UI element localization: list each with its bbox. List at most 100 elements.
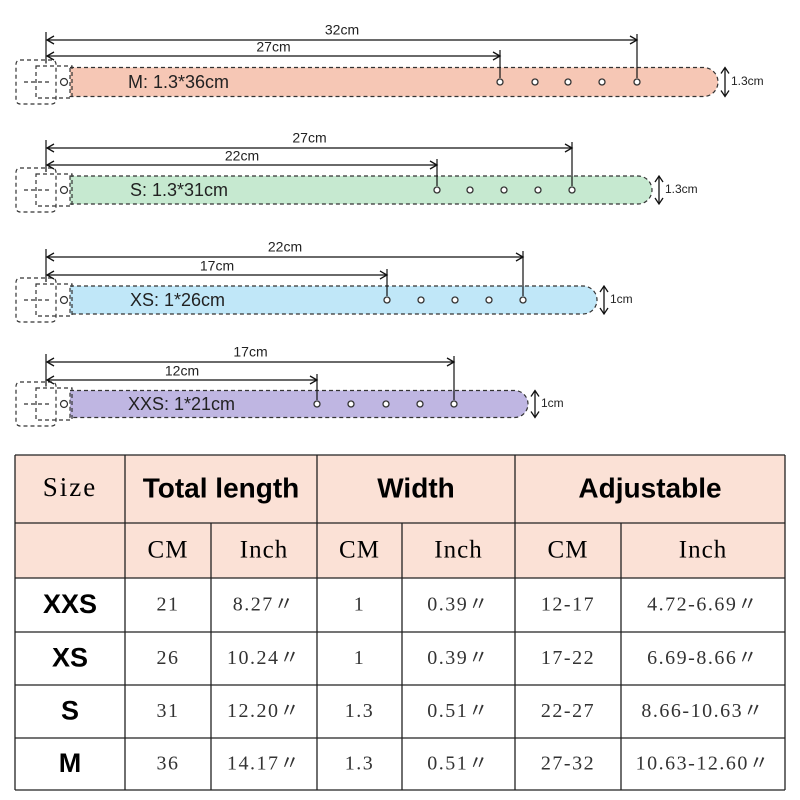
table-cell: 10.24〃 bbox=[227, 647, 301, 669]
belt-hole bbox=[347, 400, 355, 408]
dim-outer-label: 17cm bbox=[233, 344, 267, 360]
table-subheader: Inch bbox=[434, 537, 482, 564]
belt-hole bbox=[496, 78, 504, 86]
dim-inner-head bbox=[45, 51, 55, 61]
table-header: Size bbox=[43, 472, 98, 502]
belt bbox=[69, 285, 598, 315]
belt-label: M: 1.3*36cm bbox=[128, 72, 229, 92]
buckle-inner bbox=[35, 283, 73, 317]
belt-hole bbox=[383, 296, 391, 304]
belt-hole bbox=[633, 78, 641, 86]
table-subheader: CM bbox=[148, 537, 189, 564]
belt-hole bbox=[519, 296, 527, 304]
table-size: S bbox=[61, 696, 79, 726]
dim-outer-head bbox=[45, 252, 55, 262]
dim-outer-head bbox=[515, 252, 525, 262]
buckle-hole bbox=[59, 295, 69, 305]
belt-label: XS: 1*26cm bbox=[130, 290, 225, 310]
table-cell: 12.20〃 bbox=[227, 700, 301, 722]
table-cell: 36 bbox=[157, 753, 180, 775]
dim-inner-label: 27cm bbox=[256, 39, 290, 55]
belt-label: S: 1.3*31cm bbox=[130, 180, 228, 200]
belt-hole bbox=[485, 296, 493, 304]
buckle-frame bbox=[15, 277, 57, 323]
table-cell: 1.3 bbox=[345, 753, 375, 775]
belt-hole bbox=[450, 400, 458, 408]
table-cell: 12-17 bbox=[541, 594, 595, 616]
dim-outer-label: 32cm bbox=[325, 22, 359, 38]
belt bbox=[69, 66, 719, 98]
table-cell: 6.69-8.66〃 bbox=[647, 647, 759, 669]
dim-outer-head bbox=[45, 143, 55, 153]
dim-width-head bbox=[720, 66, 730, 98]
dim-outer-head bbox=[629, 35, 639, 45]
buckle-inner bbox=[35, 65, 73, 99]
dim-inner-head bbox=[45, 270, 55, 280]
belt-hole bbox=[313, 400, 321, 408]
table-cell: 17-22 bbox=[541, 647, 595, 669]
table-cell: 31 bbox=[157, 700, 180, 722]
dim-inner-label: 12cm bbox=[165, 363, 199, 379]
dim-outer-head bbox=[446, 357, 456, 367]
table-subheader: Inch bbox=[240, 537, 288, 564]
dim-outer-label: 27cm bbox=[292, 130, 326, 146]
belt-hole bbox=[598, 78, 606, 86]
table-cell: 0.51〃 bbox=[427, 700, 490, 722]
table-size: XS bbox=[52, 643, 88, 673]
dim-width-label: 1cm bbox=[541, 396, 564, 410]
table-cell: 1 bbox=[354, 594, 366, 616]
dim-width-label: 1.3cm bbox=[665, 182, 698, 196]
dim-inner-label: 22cm bbox=[225, 148, 259, 164]
table-cell: 14.17〃 bbox=[227, 753, 301, 775]
table-cell: 10.63-12.60〃 bbox=[636, 753, 771, 775]
table-cell: 1 bbox=[354, 647, 366, 669]
buckle-hole bbox=[59, 77, 69, 87]
buckle-frame bbox=[15, 167, 57, 213]
dim-width-head bbox=[530, 389, 540, 419]
belt-hole bbox=[417, 296, 425, 304]
table-cell: 4.72-6.69〃 bbox=[647, 594, 759, 616]
table-subheader: CM bbox=[339, 537, 380, 564]
buckle-inner bbox=[35, 173, 73, 207]
belt-hole bbox=[416, 400, 424, 408]
buckle-frame bbox=[15, 381, 57, 427]
table-cell: 0.39〃 bbox=[427, 647, 490, 669]
dim-inner-label: 17cm bbox=[200, 258, 234, 274]
table-cell: 26 bbox=[157, 647, 180, 669]
belt bbox=[69, 389, 529, 419]
table-cell: 8.66-10.63〃 bbox=[641, 700, 764, 722]
table-cell: 0.51〃 bbox=[427, 753, 490, 775]
table-size: XXS bbox=[43, 589, 97, 619]
table-header: Width bbox=[377, 472, 455, 503]
belt-hole bbox=[534, 186, 542, 194]
buckle-inner bbox=[35, 387, 73, 421]
table-subheader: CM bbox=[548, 537, 589, 564]
buckle-hole bbox=[59, 399, 69, 409]
dim-width-head bbox=[654, 174, 664, 206]
table-size: M bbox=[59, 748, 82, 778]
dim-inner-head bbox=[492, 51, 502, 61]
table-cell: 8.27〃 bbox=[233, 594, 296, 616]
table-cell: 0.39〃 bbox=[427, 594, 490, 616]
dim-outer-head bbox=[45, 357, 55, 367]
dim-width-label: 1cm bbox=[610, 292, 633, 306]
belt-hole bbox=[564, 78, 572, 86]
dim-outer-label: 22cm bbox=[268, 239, 302, 255]
table-cell: 27-32 bbox=[541, 753, 595, 775]
dim-width-head bbox=[599, 284, 609, 316]
table-cell: 22-27 bbox=[541, 700, 595, 722]
dim-inner-head bbox=[309, 375, 319, 385]
table-header: Adjustable bbox=[578, 472, 721, 503]
dim-inner-head bbox=[379, 270, 389, 280]
belt-label: XXS: 1*21cm bbox=[128, 394, 235, 414]
belt bbox=[69, 175, 653, 205]
belt-hole bbox=[500, 186, 508, 194]
belt-hole bbox=[466, 186, 474, 194]
dim-inner-head bbox=[45, 375, 55, 385]
belt-hole bbox=[382, 400, 390, 408]
table-cell: 21 bbox=[157, 594, 180, 616]
belt-hole bbox=[451, 296, 459, 304]
belt-hole bbox=[568, 186, 576, 194]
dim-inner-head bbox=[429, 160, 439, 170]
